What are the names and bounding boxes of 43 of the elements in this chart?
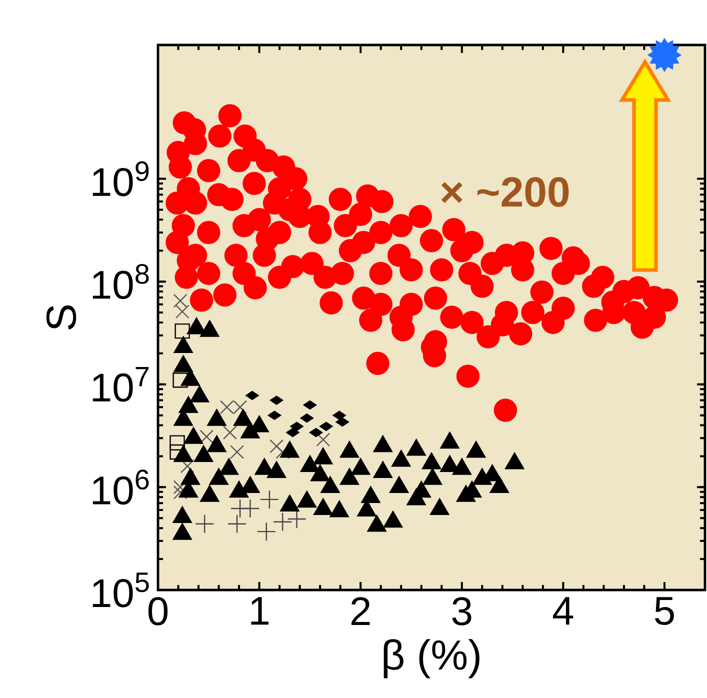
point xyxy=(316,432,330,447)
point xyxy=(290,422,304,432)
annotation: × ~200 xyxy=(441,177,569,207)
point xyxy=(195,514,214,534)
point xyxy=(332,410,346,420)
x-tick-label: 2 xyxy=(351,597,370,625)
point xyxy=(309,428,323,438)
point xyxy=(320,422,333,432)
point xyxy=(648,38,682,72)
point xyxy=(272,512,292,532)
x-tick-label: 1 xyxy=(251,597,268,625)
point xyxy=(303,400,317,410)
y-tick-label: 10$^{6}$ xyxy=(92,470,149,505)
y-tick-label: 10$^{8}$ xyxy=(92,264,149,300)
point xyxy=(222,426,237,440)
point xyxy=(170,444,185,460)
point xyxy=(180,459,194,474)
point xyxy=(175,304,190,319)
x-tick-label: 0 xyxy=(148,597,168,626)
y-axis-title: S xyxy=(46,305,76,330)
x-tick-label: 4 xyxy=(552,597,574,625)
y-tick-label: 10$^{7}$ xyxy=(92,367,149,402)
point xyxy=(270,439,284,454)
point xyxy=(336,417,349,427)
x-axis-title: β (%) xyxy=(384,639,480,678)
x-tick-label: 3 xyxy=(452,597,472,626)
point xyxy=(170,435,185,450)
point xyxy=(260,490,280,510)
point xyxy=(227,514,247,534)
point xyxy=(246,390,259,400)
point xyxy=(173,294,188,308)
x-tick-label: 5 xyxy=(654,597,674,625)
point xyxy=(200,430,214,444)
y-tick-label: 10$^{9}$ xyxy=(92,161,149,196)
point xyxy=(240,498,260,518)
point xyxy=(173,485,188,500)
y-tick-label: 10$^{5}$ xyxy=(92,572,149,608)
point xyxy=(286,428,300,438)
point xyxy=(256,522,276,542)
point xyxy=(300,413,314,423)
point xyxy=(172,372,188,388)
point xyxy=(230,445,244,459)
point xyxy=(174,323,190,339)
